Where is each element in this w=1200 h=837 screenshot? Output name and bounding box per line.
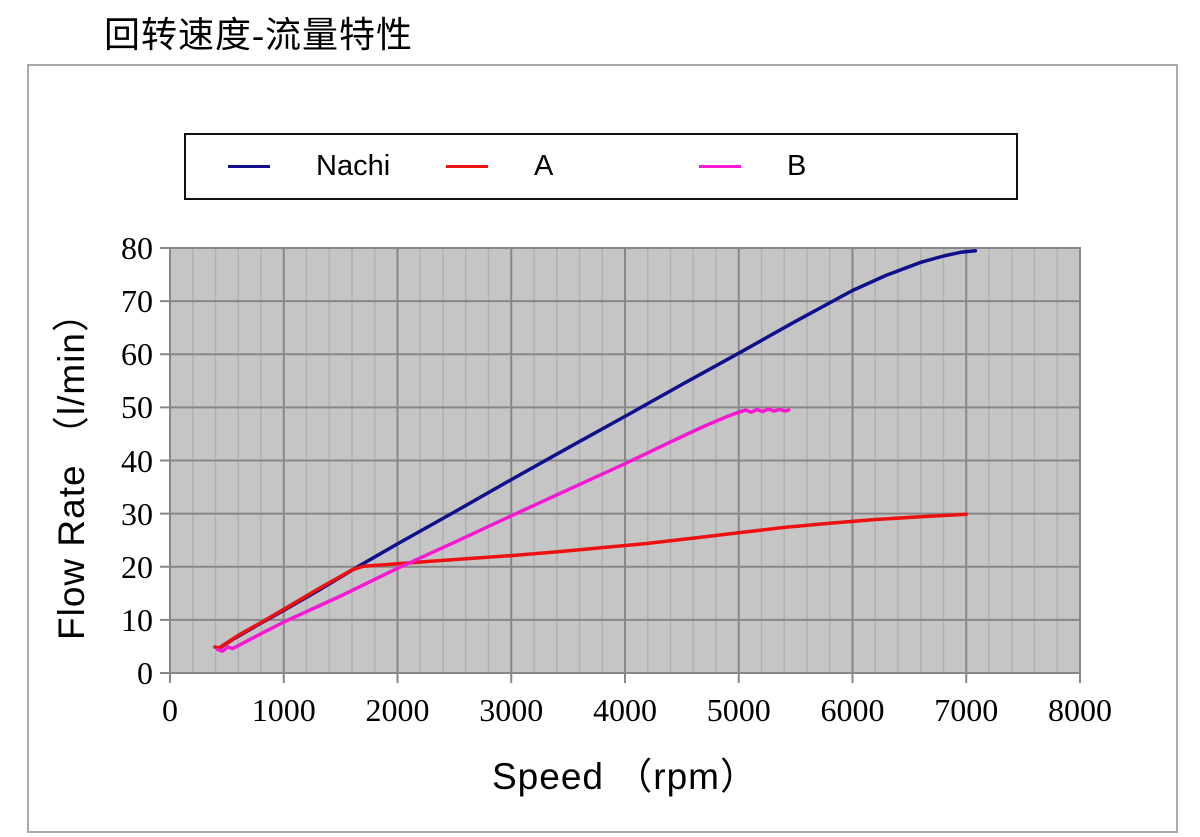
y-tick-label: 50 (121, 389, 153, 426)
y-tick-label: 20 (121, 548, 153, 585)
x-tick-label: 1000 (251, 692, 316, 728)
y-tick-label: 10 (121, 601, 153, 638)
legend-line-swatch-nachi (228, 165, 270, 168)
legend-entry-a: A (446, 135, 553, 198)
legend-label-b: B (787, 150, 807, 182)
x-tick-label: 0 (162, 692, 178, 728)
series-line-a (213, 512, 969, 650)
x-tick-label: 4000 (593, 692, 657, 728)
x-tick-label: 7000 (934, 692, 999, 728)
y-tick-label: 70 (121, 283, 153, 320)
chart-title: 回转速度-流量特性 (104, 15, 413, 55)
x-tick-label: 5000 (706, 692, 771, 728)
legend-line-swatch-a (446, 165, 488, 168)
x-tick-label: 8000 (1048, 692, 1112, 728)
legend-line-swatch-b (699, 165, 741, 168)
x-tick-label: 3000 (479, 692, 544, 728)
plot-svg (160, 247, 1081, 683)
y-tick-label: 60 (121, 336, 153, 373)
legend-entry-b: B (699, 135, 806, 198)
y-tick-label: 30 (121, 495, 153, 532)
legend: Nachi A B (184, 133, 1018, 200)
y-tick-label: 40 (121, 442, 153, 479)
series-line-b (216, 407, 791, 653)
x-tick-label: 2000 (365, 692, 430, 728)
legend-label-a: A (534, 150, 554, 182)
legend-label-nachi: Nachi (316, 150, 391, 182)
plot-area (160, 247, 1081, 683)
y-tick-label: 0 (137, 655, 153, 691)
legend-entry-nachi: Nachi (228, 135, 390, 198)
x-tick-label: 6000 (820, 692, 885, 728)
y-tick-label: 80 (121, 230, 153, 266)
x-axis-title: Speed （rpm） (492, 756, 758, 797)
